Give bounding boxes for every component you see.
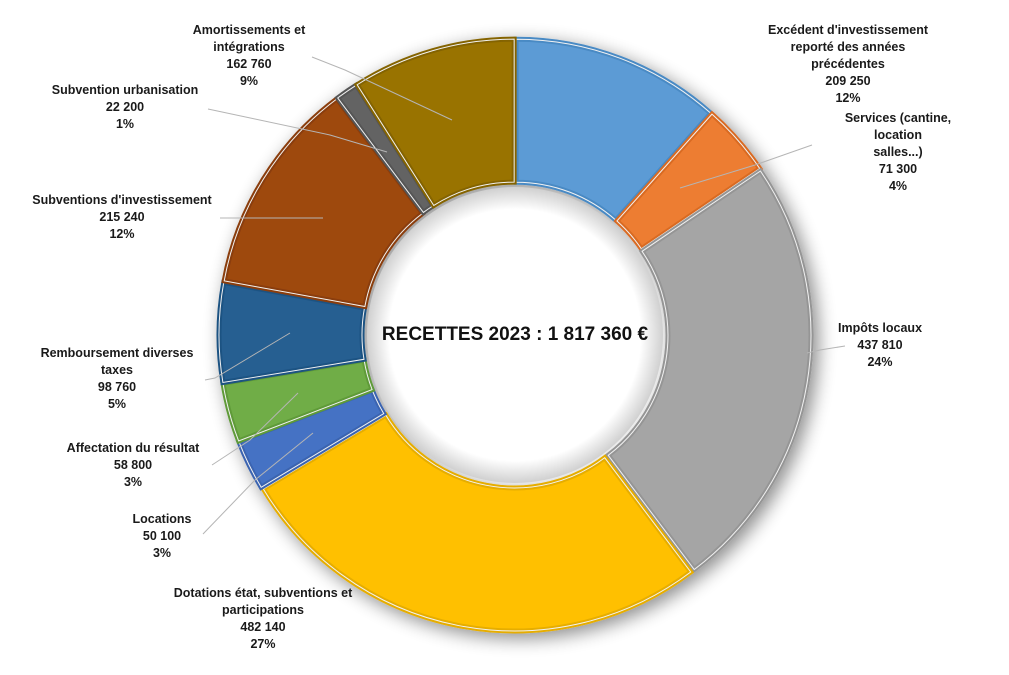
data-label: Services (cantine, location salles...) 7… <box>844 111 952 193</box>
data-label: Amortissements et intégrations 162 760 9… <box>192 23 306 88</box>
data-label: Remboursement diverses taxes 98 760 5% <box>40 346 194 411</box>
data-label: Locations 50 100 3% <box>132 512 192 560</box>
chart-title: RECETTES 2023 : 1 817 360 € <box>381 324 649 345</box>
leader-line <box>207 108 388 153</box>
donut-hole <box>367 187 663 483</box>
data-label: Subventions d'investissement 215 240 12% <box>32 193 212 241</box>
leader-line <box>202 432 314 535</box>
data-label: Excédent d'investissement reporté des an… <box>768 23 928 105</box>
leader-lines <box>202 56 846 535</box>
leader-line <box>211 392 299 466</box>
leader-line <box>204 332 291 381</box>
donut-slices <box>216 36 814 634</box>
data-label: Impôts locaux 437 810 24% <box>837 321 923 369</box>
data-label: Subvention urbanisation 22 200 1% <box>51 83 199 131</box>
leader-line <box>311 56 453 121</box>
data-label: Affectation du résultat 58 800 3% <box>66 441 200 489</box>
data-label: Dotations état, subventions et participa… <box>173 586 353 651</box>
leader-line <box>806 345 846 354</box>
leader-line <box>679 144 813 189</box>
